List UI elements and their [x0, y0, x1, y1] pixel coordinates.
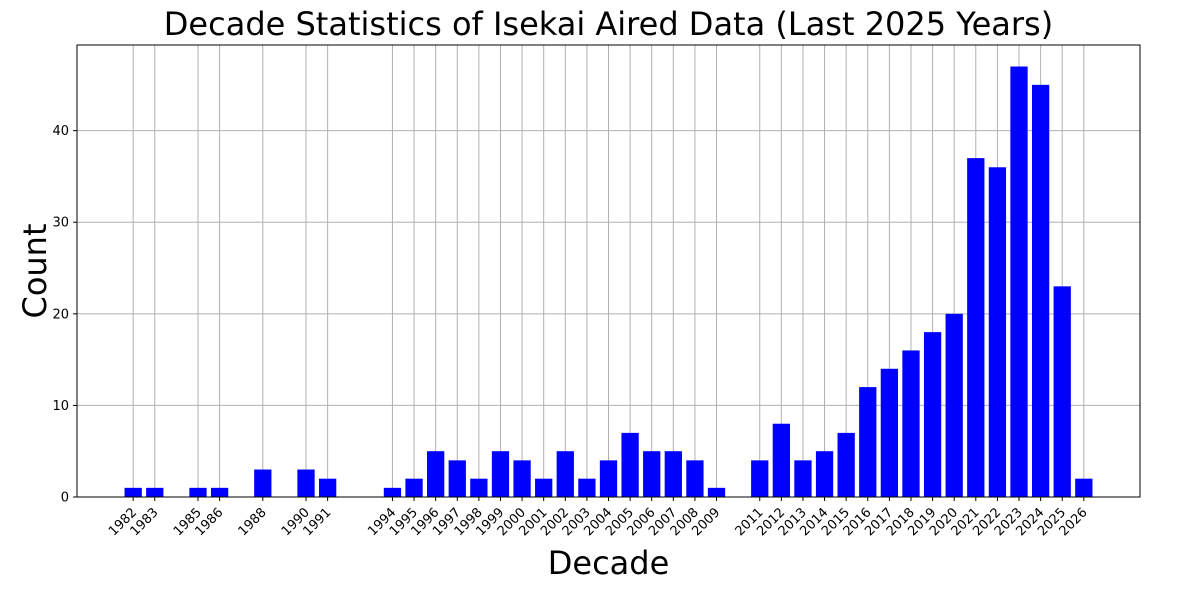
y-tick-label: 30	[52, 216, 69, 231]
bar-2006	[643, 451, 661, 497]
bar-2007	[664, 451, 682, 497]
bar-2026	[1075, 478, 1093, 497]
bar-2016	[859, 387, 877, 497]
bar-2001	[535, 478, 553, 497]
bar-1997	[448, 460, 466, 497]
bar-2004	[599, 460, 618, 497]
y-axis-label: Count	[16, 223, 54, 318]
bar-2011	[751, 460, 769, 497]
bar-2002	[556, 451, 574, 497]
bar-2025	[1053, 286, 1071, 497]
x-tick-label: 1988	[236, 505, 270, 539]
bar-2014	[815, 451, 834, 497]
x-axis-label: Decade	[548, 544, 670, 582]
bar-2008	[686, 460, 704, 497]
y-tick-label: 10	[52, 399, 69, 414]
bar-2000	[513, 460, 531, 497]
bar-2024	[1031, 84, 1050, 497]
bar-1999	[491, 451, 510, 497]
bar-1994	[383, 487, 402, 497]
bar-1991	[318, 478, 337, 497]
bar-2015	[837, 432, 855, 497]
bar-1990	[297, 469, 315, 497]
bar-1982	[124, 487, 142, 497]
bar-1998	[470, 478, 488, 497]
y-tick-label: 0	[61, 491, 69, 506]
bar-2013	[794, 460, 812, 497]
bar-1995	[405, 478, 423, 497]
bar-2018	[902, 350, 920, 497]
bar-2005	[621, 432, 639, 497]
bar-1996	[427, 451, 445, 497]
bar-2003	[578, 478, 596, 497]
bar-2023	[1010, 66, 1028, 498]
y-axis: 0 10 20 30 40	[52, 124, 77, 506]
bar-2012	[772, 423, 790, 497]
bars	[124, 66, 1093, 498]
bar-2022	[988, 167, 1007, 497]
bar-2019	[923, 332, 942, 497]
chart-title: Decade Statistics of Isekai Aired Data (…	[164, 5, 1053, 43]
y-tick-label: 20	[52, 307, 69, 322]
bar-2021	[967, 158, 985, 497]
bar-1986	[210, 487, 229, 497]
bar-1988	[254, 469, 272, 497]
bar-1985	[189, 487, 207, 497]
bar-2017	[880, 368, 899, 497]
bar-1983	[146, 487, 164, 497]
bar-2009	[707, 487, 726, 497]
y-tick-label: 40	[52, 124, 69, 139]
bar-2020	[945, 313, 963, 497]
